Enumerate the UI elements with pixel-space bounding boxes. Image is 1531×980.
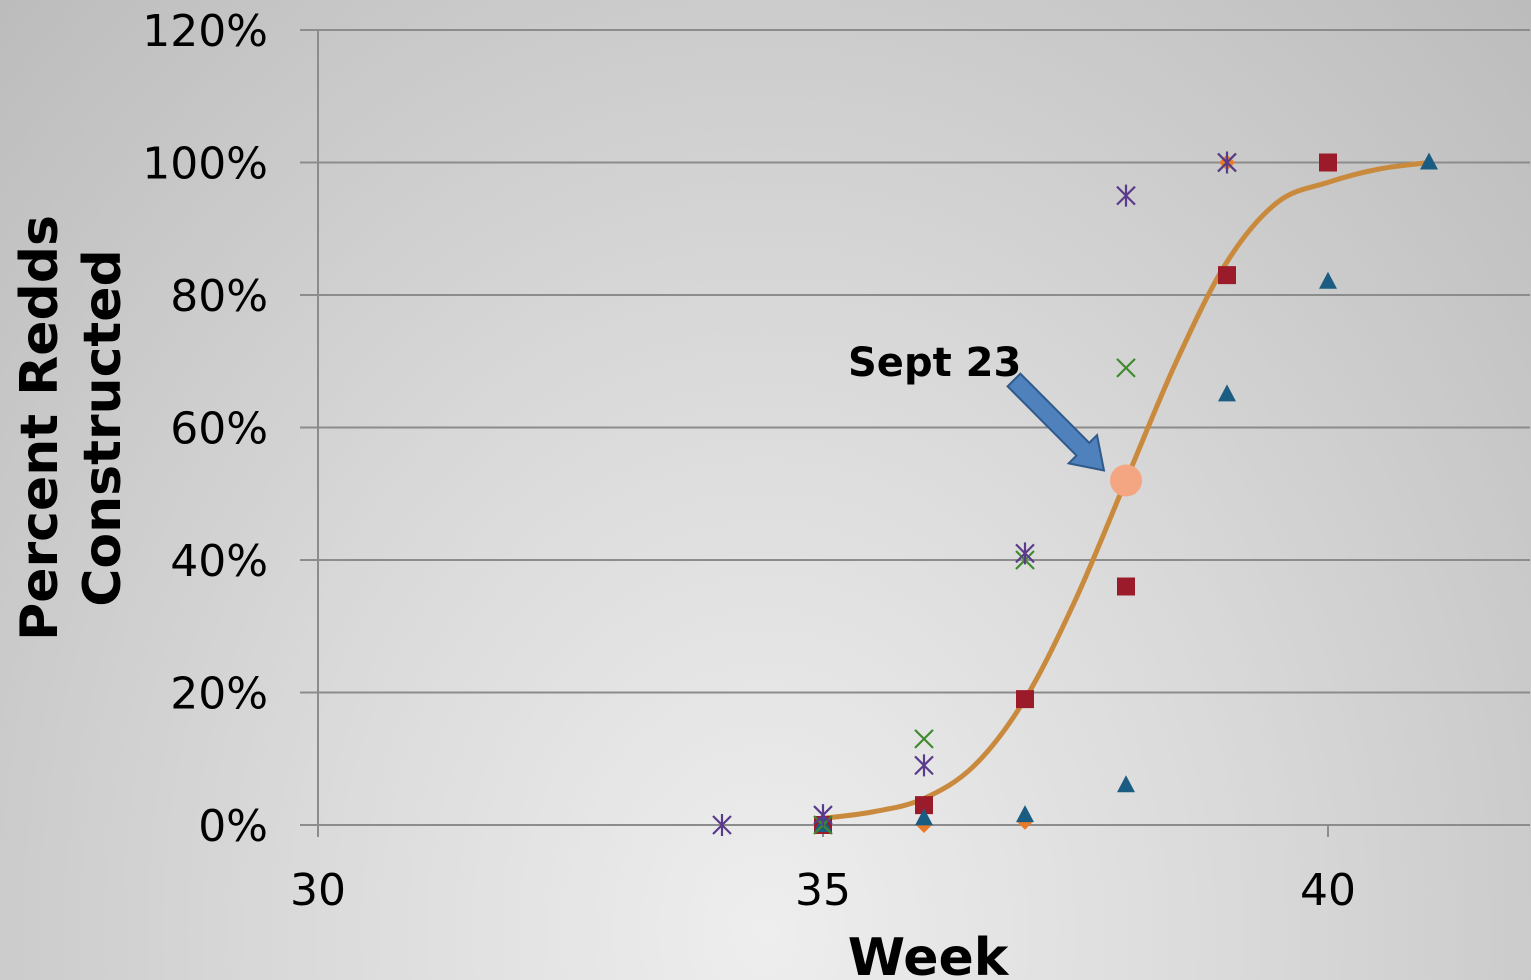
grid-lines bbox=[300, 29, 1530, 826]
data-point-x bbox=[914, 729, 934, 749]
y-axis-title-line-1: Percent Redds bbox=[10, 215, 70, 641]
y-tick-label: 20% bbox=[170, 669, 268, 720]
data-point-square bbox=[1319, 153, 1337, 172]
annotation-arrow bbox=[1006, 372, 1106, 472]
y-tick-label: 40% bbox=[170, 536, 268, 587]
x-tick-label: 30 bbox=[290, 865, 346, 916]
annotation: Sept 23 bbox=[848, 340, 1106, 472]
axes bbox=[317, 30, 1329, 837]
y-tick-label: 120% bbox=[142, 6, 268, 57]
x-tick-label: 35 bbox=[795, 865, 851, 916]
x-axis-title: Week bbox=[848, 928, 1010, 980]
annotation-label: Sept 23 bbox=[848, 340, 1021, 386]
annotation-arrow-shape bbox=[1006, 372, 1106, 472]
tick-labels: 0% 20% 40% 60% 80% 100% 120% 30 35 40 bbox=[142, 6, 1356, 916]
y-tick-label: 60% bbox=[170, 404, 268, 455]
x-tick-label: 40 bbox=[1300, 865, 1356, 916]
data-point-star bbox=[914, 754, 934, 777]
data-point-star bbox=[712, 814, 732, 836]
highlight-point bbox=[1110, 464, 1142, 497]
y-tick-label: 0% bbox=[198, 801, 268, 852]
data-point-square bbox=[915, 796, 933, 815]
data-point-star bbox=[1015, 542, 1035, 565]
data-point-star bbox=[1217, 151, 1237, 174]
y-axis-title: Percent Redds Constructed bbox=[10, 215, 133, 641]
data-point-triangle bbox=[915, 808, 933, 826]
data-point-star bbox=[1116, 184, 1136, 207]
y-tick-label: 100% bbox=[142, 139, 268, 190]
data-point-triangle bbox=[1319, 271, 1337, 289]
data-point-square bbox=[1218, 266, 1236, 285]
data-point-triangle bbox=[1117, 775, 1135, 793]
data-point-star bbox=[813, 804, 833, 827]
data-point-triangle bbox=[1420, 152, 1438, 170]
data-point-triangle bbox=[1016, 805, 1034, 823]
y-axis-title-line-2: Constructed bbox=[73, 249, 133, 607]
data-point-x bbox=[1116, 358, 1136, 378]
data-point-triangle bbox=[1218, 384, 1236, 402]
y-tick-label: 80% bbox=[170, 271, 268, 322]
data-points bbox=[712, 151, 1438, 836]
data-point-square bbox=[1016, 690, 1034, 709]
data-point-square bbox=[1117, 577, 1135, 596]
